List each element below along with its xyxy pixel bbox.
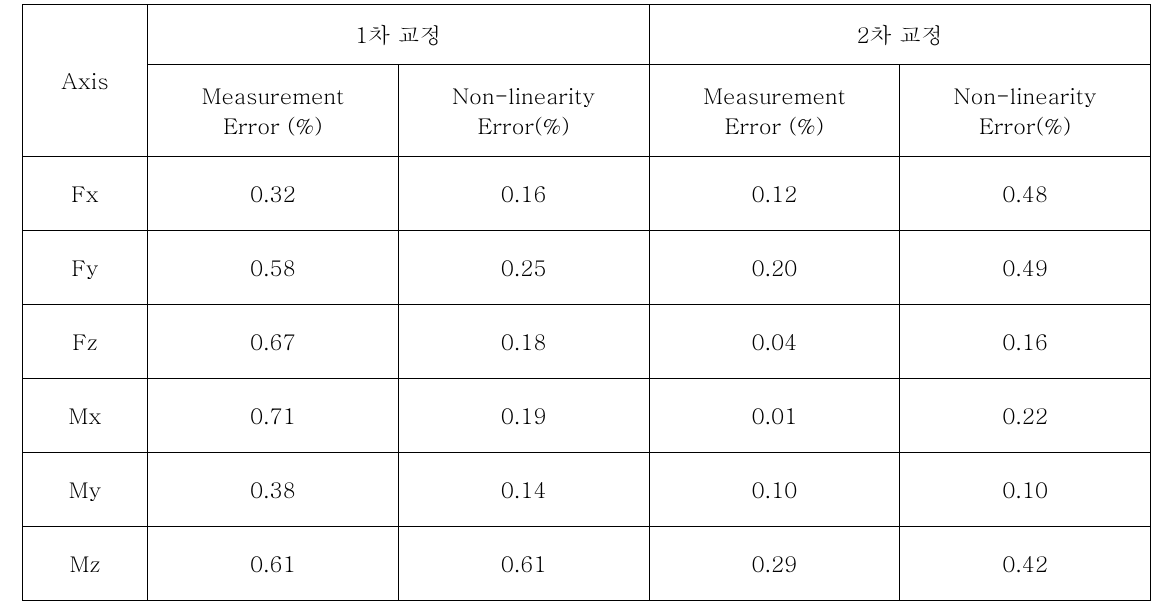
cell-cal2-meas: 0.20: [649, 231, 900, 305]
cell-cal2-meas: 0.12: [649, 157, 900, 231]
cell-cal1-nl: 0.18: [398, 305, 649, 379]
cell-cal2-nl: 0.42: [900, 527, 1151, 601]
cell-cal2-meas: 0.04: [649, 305, 900, 379]
header-group-2: 2차 교정: [649, 5, 1151, 65]
table-row: My 0.38 0.14 0.10 0.10: [23, 453, 1151, 527]
cell-cal1-meas: 0.32: [148, 157, 399, 231]
cell-cal2-nl: 0.49: [900, 231, 1151, 305]
cell-cal1-meas: 0.67: [148, 305, 399, 379]
cell-axis: Mx: [23, 379, 148, 453]
header-text: Measurement: [650, 81, 900, 111]
cell-cal1-nl: 0.14: [398, 453, 649, 527]
table-row: Fy 0.58 0.25 0.20 0.49: [23, 231, 1151, 305]
header-text: Measurement: [148, 81, 398, 111]
cell-cal1-nl: 0.61: [398, 527, 649, 601]
cell-cal1-nl: 0.16: [398, 157, 649, 231]
cell-axis: My: [23, 453, 148, 527]
cell-cal2-meas: 0.01: [649, 379, 900, 453]
table-row: Fz 0.67 0.18 0.04 0.16: [23, 305, 1151, 379]
header-cal1-measurement: Measurement Error (%): [148, 65, 399, 157]
cell-cal1-meas: 0.61: [148, 527, 399, 601]
cell-cal1-nl: 0.19: [398, 379, 649, 453]
cell-axis: Fy: [23, 231, 148, 305]
table-body: Fx 0.32 0.16 0.12 0.48 Fy 0.58 0.25 0.20…: [23, 157, 1151, 601]
cell-cal2-nl: 0.16: [900, 305, 1151, 379]
header-text: Error(%): [900, 111, 1150, 141]
header-cal2-measurement: Measurement Error (%): [649, 65, 900, 157]
cell-axis: Fz: [23, 305, 148, 379]
cell-cal1-nl: 0.25: [398, 231, 649, 305]
header-text: Error (%): [650, 111, 900, 141]
header-cal1-nonlinearity: Non-linearity Error(%): [398, 65, 649, 157]
header-text: Non-linearity: [900, 81, 1150, 111]
header-cal2-nonlinearity: Non-linearity Error(%): [900, 65, 1151, 157]
cell-cal1-meas: 0.58: [148, 231, 399, 305]
cell-cal2-nl: 0.48: [900, 157, 1151, 231]
cell-axis: Mz: [23, 527, 148, 601]
table-row: Mx 0.71 0.19 0.01 0.22: [23, 379, 1151, 453]
cell-cal1-meas: 0.71: [148, 379, 399, 453]
cell-cal2-meas: 0.29: [649, 527, 900, 601]
header-text: Error(%): [399, 111, 649, 141]
header-group-1: 1차 교정: [148, 5, 650, 65]
cell-cal2-meas: 0.10: [649, 453, 900, 527]
calibration-error-table: Axis 1차 교정 2차 교정 Measurement Error (%) N…: [22, 4, 1151, 601]
header-text: Non-linearity: [399, 81, 649, 111]
header-axis: Axis: [23, 5, 148, 157]
cell-cal1-meas: 0.38: [148, 453, 399, 527]
table-row: Mz 0.61 0.61 0.29 0.42: [23, 527, 1151, 601]
cell-axis: Fx: [23, 157, 148, 231]
cell-cal2-nl: 0.10: [900, 453, 1151, 527]
table-row: Fx 0.32 0.16 0.12 0.48: [23, 157, 1151, 231]
cell-cal2-nl: 0.22: [900, 379, 1151, 453]
header-text: Error (%): [148, 111, 398, 141]
